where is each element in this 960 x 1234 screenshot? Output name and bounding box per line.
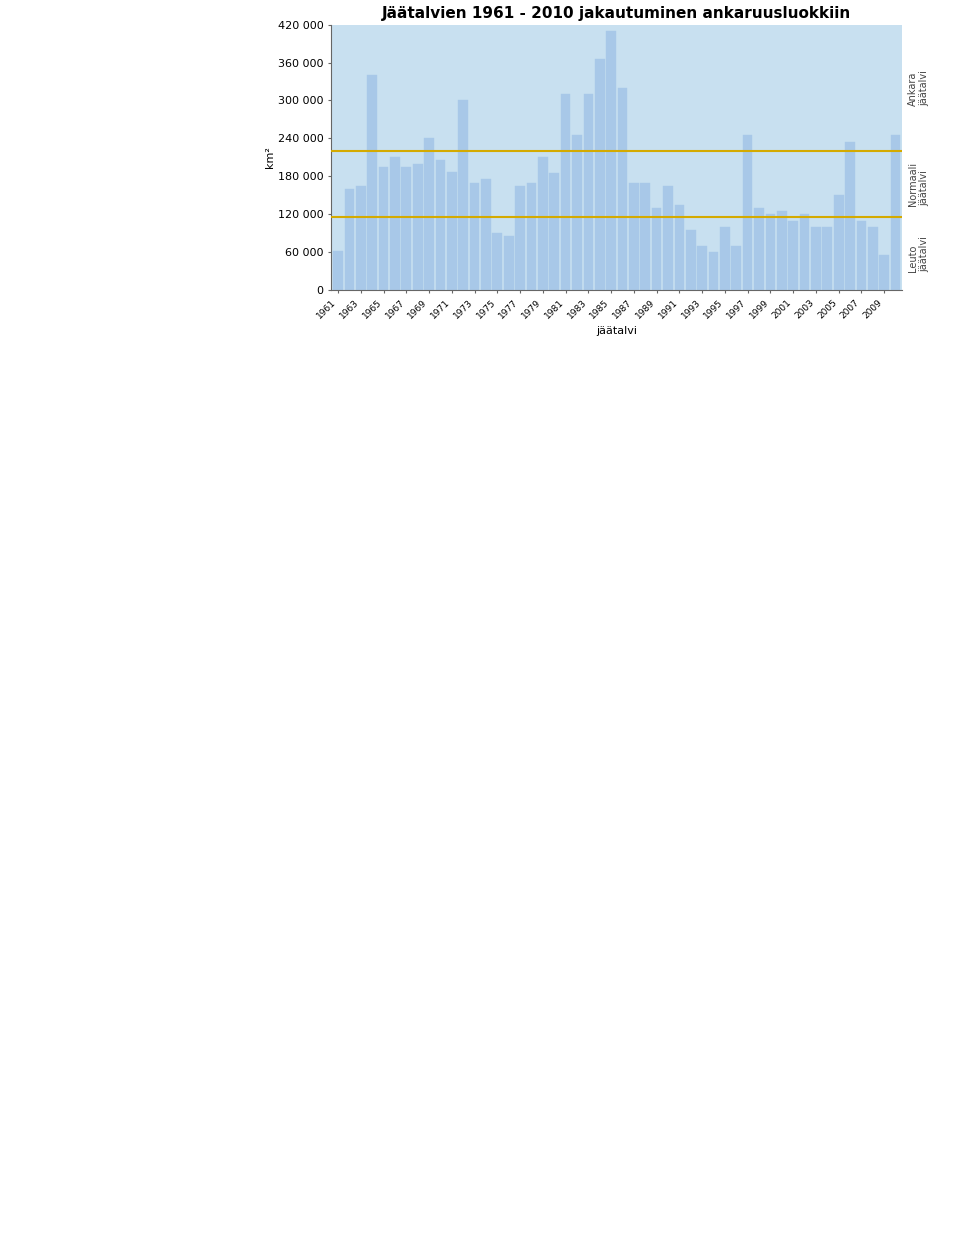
- Bar: [834, 195, 844, 290]
- Bar: [652, 207, 661, 290]
- Bar: [720, 227, 730, 290]
- Bar: [800, 215, 809, 290]
- Bar: [413, 164, 422, 290]
- Bar: [538, 158, 547, 290]
- Bar: [811, 227, 821, 290]
- Bar: [640, 183, 650, 290]
- Y-axis label: km²: km²: [265, 147, 275, 168]
- Bar: [516, 186, 525, 290]
- Bar: [424, 138, 434, 290]
- Bar: [458, 100, 468, 290]
- Bar: [401, 167, 411, 290]
- Bar: [436, 160, 445, 290]
- Bar: [868, 227, 877, 290]
- Bar: [527, 183, 537, 290]
- Bar: [378, 167, 389, 290]
- Bar: [368, 75, 377, 290]
- Bar: [686, 230, 696, 290]
- Bar: [732, 246, 741, 290]
- Bar: [595, 59, 605, 290]
- Bar: [607, 31, 616, 290]
- Bar: [549, 173, 559, 290]
- Bar: [765, 215, 776, 290]
- Bar: [345, 189, 354, 290]
- Bar: [572, 136, 582, 290]
- Bar: [584, 94, 593, 290]
- Bar: [879, 254, 889, 290]
- Text: Leuto
jäätalvi: Leuto jäätalvi: [908, 236, 929, 271]
- Bar: [845, 142, 855, 290]
- Bar: [447, 173, 457, 290]
- Bar: [617, 88, 627, 290]
- Bar: [823, 227, 832, 290]
- Bar: [755, 207, 764, 290]
- Title: Jäätalvien 1961 - 2010 jakautuminen ankaruusluokkiin: Jäätalvien 1961 - 2010 jakautuminen anka…: [382, 6, 852, 21]
- Bar: [469, 183, 479, 290]
- Text: Ankara
jäätalvi: Ankara jäätalvi: [908, 70, 929, 106]
- Bar: [856, 221, 866, 290]
- Bar: [743, 136, 753, 290]
- Bar: [708, 252, 718, 290]
- Bar: [629, 183, 638, 290]
- Bar: [492, 233, 502, 290]
- Bar: [356, 186, 366, 290]
- Bar: [675, 205, 684, 290]
- X-axis label: jäätalvi: jäätalvi: [596, 326, 637, 336]
- Bar: [561, 94, 570, 290]
- Bar: [390, 158, 399, 290]
- Bar: [697, 246, 707, 290]
- Bar: [333, 251, 343, 290]
- Bar: [481, 179, 491, 290]
- Bar: [777, 211, 786, 290]
- Text: Normaali
jäätalvi: Normaali jäätalvi: [908, 162, 929, 206]
- Bar: [788, 221, 798, 290]
- Bar: [891, 136, 900, 290]
- Bar: [663, 186, 673, 290]
- Bar: [504, 236, 514, 290]
